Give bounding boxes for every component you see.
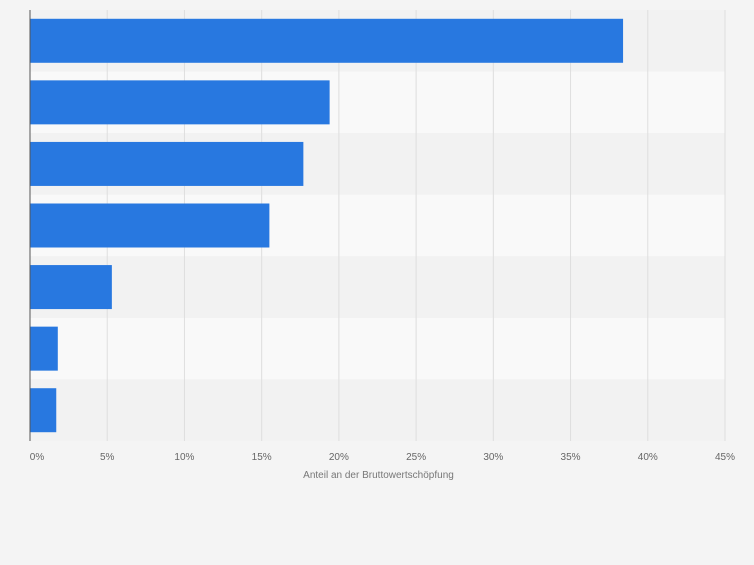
x-tick-label: 30% <box>483 452 503 463</box>
bars <box>30 18 624 433</box>
bar[interactable] <box>30 203 270 248</box>
row-band <box>30 317 725 380</box>
x-tick-label: 40% <box>638 452 658 463</box>
bar[interactable] <box>30 388 57 433</box>
x-tick-label: 45% <box>715 452 735 463</box>
x-tick-label: 5% <box>100 452 115 463</box>
x-axis-title: Anteil an der Bruttowertschöpfung <box>303 470 454 481</box>
bar[interactable] <box>30 80 330 125</box>
bar[interactable] <box>30 265 112 310</box>
row-band <box>30 256 725 318</box>
bar[interactable] <box>30 326 58 371</box>
x-tick-label: 0% <box>30 452 45 463</box>
x-tick-labels: 0% 5% 10% 15% 20% 25% 30% 35% 40% 45% <box>30 452 735 463</box>
bar[interactable] <box>30 141 304 186</box>
x-tick-label: 20% <box>329 452 349 463</box>
row-bands <box>30 10 725 441</box>
bar[interactable] <box>30 18 624 63</box>
x-tick-label: 15% <box>252 452 272 463</box>
x-tick-label: 35% <box>561 452 581 463</box>
x-tick-label: 10% <box>174 452 194 463</box>
row-band <box>30 379 725 441</box>
x-tick-label: 25% <box>406 452 426 463</box>
